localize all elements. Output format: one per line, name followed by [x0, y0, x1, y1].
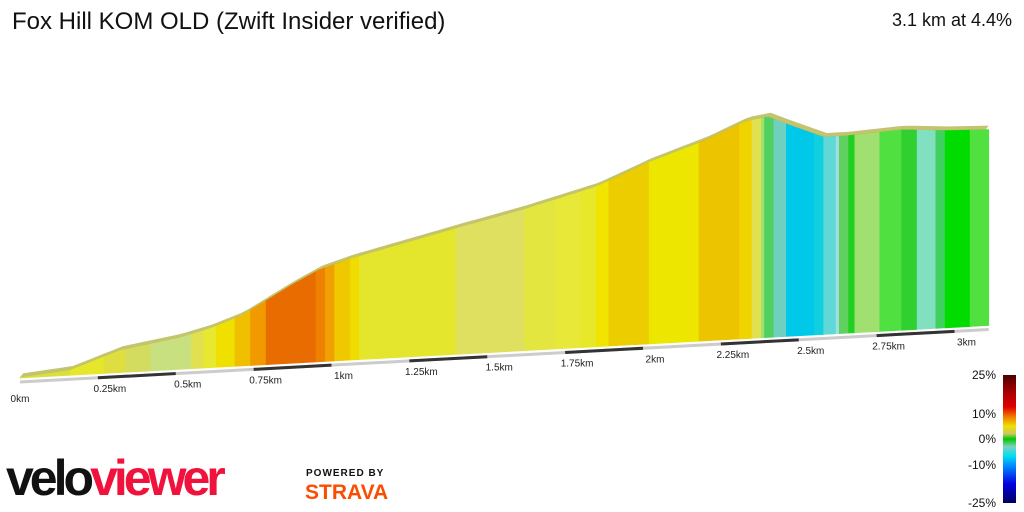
gradient-band: [595, 180, 610, 348]
gradient-band: [879, 129, 902, 332]
strava-logo: STRAVA: [305, 481, 389, 504]
gradient-band: [234, 309, 251, 367]
gradient-band: [555, 190, 582, 350]
x-tick-label: 0.25km: [93, 384, 126, 395]
x-tick-label: 1.5km: [486, 363, 513, 374]
gradient-band: [69, 355, 105, 376]
gradient-band: [580, 186, 597, 348]
logo-velo: velo: [6, 450, 94, 506]
distance-axis-segment: [409, 355, 488, 363]
distance-axis-line: [19, 328, 989, 384]
gradient-band: [823, 135, 837, 335]
distance-axis-segment: [565, 346, 644, 354]
gradient-band: [648, 142, 700, 345]
gradient-band: [751, 117, 762, 339]
gradient-band: [608, 161, 650, 347]
gradient-band: [944, 129, 971, 329]
gradient-band: [215, 317, 236, 368]
gradient-band: [359, 227, 457, 360]
x-tick-label: 1.25km: [405, 367, 438, 378]
distance-axis-segment: [97, 372, 176, 380]
x-tick-label: 0km: [11, 394, 30, 405]
legend-label: -10%: [967, 458, 996, 472]
gradient-band: [835, 135, 840, 335]
gradient-band: [764, 116, 775, 338]
gradient-band: [739, 119, 753, 340]
x-tick-label: 2.5km: [797, 346, 824, 357]
legend-label: 0%: [978, 432, 996, 446]
gradient-band: [265, 270, 317, 365]
legend-label: 10%: [971, 407, 996, 421]
distance-axis-segment: [720, 338, 799, 346]
gradient-legend-bar: [1003, 375, 1016, 503]
gradient-band: [854, 131, 881, 334]
gradient-band: [785, 123, 815, 337]
gradient-band: [524, 198, 557, 351]
gradient-band: [935, 129, 946, 329]
x-tick-label: 0.75km: [249, 375, 282, 386]
veloviewer-logo: veloviewer: [6, 450, 226, 506]
gradient-band: [455, 208, 525, 355]
page-title: Fox Hill KOM OLD (Zwift Insider verified…: [12, 8, 446, 35]
x-tick-label: 2km: [646, 354, 665, 365]
gradient-band: [698, 123, 740, 342]
x-tick-label: 2.25km: [716, 350, 749, 361]
profile-top-edge: [20, 112, 989, 378]
gradient-band: [349, 255, 360, 361]
gradient-band: [315, 267, 326, 363]
gradient-band: [969, 129, 990, 327]
x-tick-label: 3km: [957, 337, 976, 348]
gradient-band: [814, 133, 824, 336]
x-tick-label: 1km: [334, 371, 353, 382]
x-tick-label: 2.75km: [872, 342, 905, 353]
gradient-band: [901, 129, 918, 331]
gradient-band: [916, 129, 937, 330]
gradient-band: [848, 134, 856, 334]
gradient-band: [203, 325, 217, 369]
x-tick-label: 0.5km: [174, 380, 201, 391]
distance-axis-segment: [876, 329, 955, 338]
legend-label: 25%: [971, 368, 996, 382]
gradient-band: [761, 117, 765, 339]
segment-summary: 3.1 km at 4.4%: [891, 10, 1012, 30]
gradient-band: [838, 135, 849, 334]
x-tick-label: 1.75km: [561, 358, 594, 369]
gradient-band: [334, 258, 351, 362]
legend-label: -25%: [967, 496, 996, 510]
gradient-band: [773, 118, 787, 338]
gradient-band: [250, 299, 267, 366]
powered-by-label: POWERED BY: [306, 468, 385, 479]
distance-axis-segment: [253, 363, 332, 371]
gradient-band: [191, 329, 205, 370]
gradient-band: [324, 263, 335, 362]
logo-viewer: viewer: [90, 450, 226, 506]
